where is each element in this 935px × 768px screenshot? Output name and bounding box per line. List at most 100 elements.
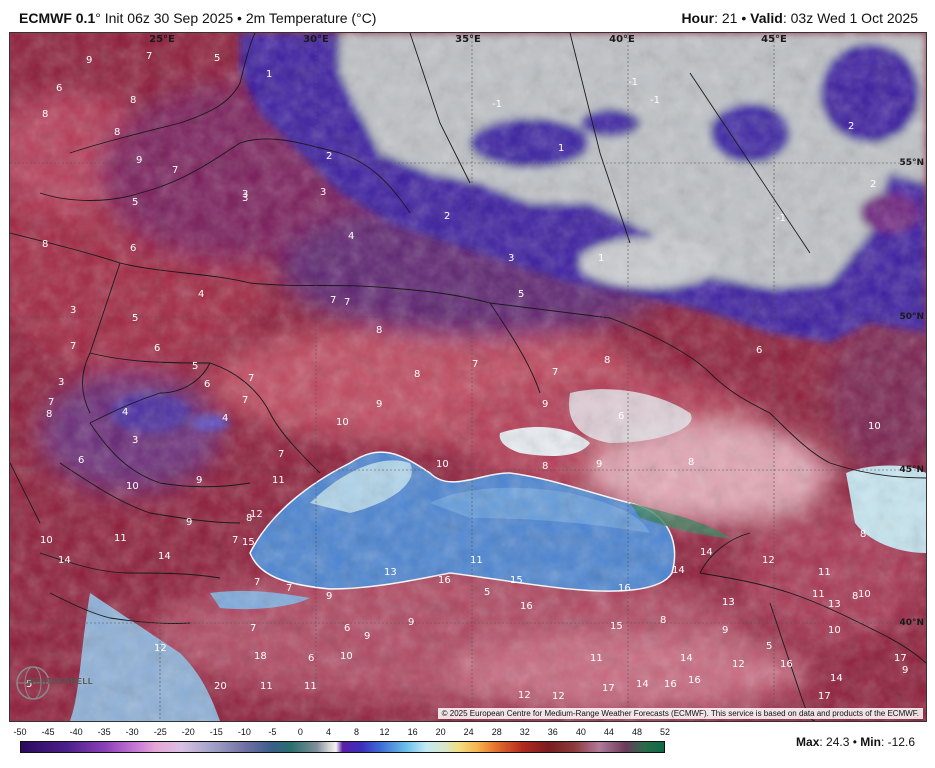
temperature-value: 6 bbox=[204, 379, 210, 390]
temperature-value: 3 bbox=[242, 189, 248, 200]
temperature-value: 9 bbox=[86, 55, 92, 66]
colorbar-tick: 40 bbox=[575, 727, 586, 737]
temperature-value: 8 bbox=[42, 239, 48, 250]
colorbar-tick: -5 bbox=[268, 727, 277, 737]
temperature-value: 7 bbox=[472, 359, 478, 370]
temperature-value: 8 bbox=[604, 355, 610, 366]
temperature-value: 7 bbox=[242, 395, 248, 406]
temperature-value: 8 bbox=[46, 409, 52, 420]
max-label: Max bbox=[796, 735, 820, 749]
temperature-value: 12 bbox=[250, 509, 263, 520]
temperature-value: 5 bbox=[518, 289, 524, 300]
colorbar-tick: 44 bbox=[603, 727, 614, 737]
temperature-value: 9 bbox=[376, 399, 382, 410]
temperature-value: 16 bbox=[780, 659, 793, 670]
colorbar-tick: -50 bbox=[13, 727, 27, 737]
temperature-value: 7 bbox=[254, 577, 260, 588]
temperature-value: 10 bbox=[858, 589, 871, 600]
temperature-value: 13 bbox=[384, 567, 397, 578]
hour-value: : 21 • bbox=[714, 10, 747, 26]
temperature-value: 7 bbox=[250, 623, 256, 634]
temperature-value: 9 bbox=[542, 399, 548, 410]
temperature-value: 2 bbox=[326, 151, 332, 162]
texture-overlay bbox=[10, 33, 926, 721]
temperature-value: 9 bbox=[136, 155, 142, 166]
temperature-value: 14 bbox=[58, 555, 71, 566]
temperature-value: 7 bbox=[172, 165, 178, 176]
temperature-value: 18 bbox=[254, 651, 267, 662]
temperature-value: 12 bbox=[732, 659, 745, 670]
colorbar-tick: -20 bbox=[181, 727, 195, 737]
temperature-value: 9 bbox=[902, 665, 908, 676]
latitude-label: 40°N bbox=[899, 618, 924, 628]
map-canvas: 25°E 30°E 35°E 40°E 45°E 55°N 50°N 45°N 40°N 9 7… bbox=[10, 33, 926, 721]
colorbar: -50 -45 -40 -35 -30 -25 -20 -15 -10 -5 0 4 8 12 16 20 24… bbox=[0, 722, 935, 768]
logo-globe-icon bbox=[16, 666, 50, 700]
temperature-value: 10 bbox=[828, 625, 841, 636]
temperature-value: 7 bbox=[286, 583, 292, 594]
colorbar-tick: 8 bbox=[354, 727, 360, 737]
temperature-value: 11 bbox=[590, 653, 603, 664]
colorbar-tick: 48 bbox=[631, 727, 642, 737]
temperature-value: 7 bbox=[552, 367, 558, 378]
temperature-value: 8 bbox=[688, 457, 694, 468]
temperature-value: 12 bbox=[154, 643, 167, 654]
temperature-value: 10 bbox=[436, 459, 449, 470]
longitude-label: 45°E bbox=[761, 34, 787, 45]
temperature-map: 25°E 30°E 35°E 40°E 45°E 55°N 50°N 45°N 40°N 9 7… bbox=[9, 32, 927, 722]
temperature-value: 3 bbox=[508, 253, 514, 264]
init-description: Init 06z 30 Sep 2025 • 2m Temperature (°… bbox=[100, 10, 377, 26]
temperature-value: 2 bbox=[870, 179, 876, 190]
valid-label: Valid bbox=[750, 10, 783, 26]
temperature-value: 12 bbox=[518, 690, 531, 701]
temperature-value: 6 bbox=[154, 343, 160, 354]
temperature-value: -1 bbox=[628, 77, 638, 88]
colorbar-tick: 12 bbox=[379, 727, 390, 737]
temperature-value: 5 bbox=[26, 679, 32, 690]
colorbar-ticks: -50 -45 -40 -35 -30 -25 -20 -15 -10 -5 0 4 8 12 16 20 24… bbox=[0, 727, 700, 739]
temperature-value: 5 bbox=[484, 587, 490, 598]
temperature-value: 17 bbox=[818, 691, 831, 702]
temperature-value: 9 bbox=[364, 631, 370, 642]
temperature-value: 7 bbox=[344, 297, 350, 308]
temperature-value: 14 bbox=[636, 679, 649, 690]
temperature-value: 8 bbox=[376, 325, 382, 336]
temperature-value: 10 bbox=[336, 417, 349, 428]
temperature-value: 2 bbox=[848, 121, 854, 132]
map-header: ECMWF 0.1° Init 06z 30 Sep 2025 • 2m Tem… bbox=[0, 0, 935, 32]
temperature-value: 7 bbox=[48, 397, 54, 408]
temperature-value: 16 bbox=[688, 675, 701, 686]
graticule bbox=[10, 33, 926, 721]
temperature-value: 12 bbox=[552, 691, 565, 702]
max-min-readout: Max: 24.3 • Min: -12.6 bbox=[796, 735, 915, 749]
temperature-value: 16 bbox=[520, 601, 533, 612]
temperature-value: 7 bbox=[278, 449, 284, 460]
temperature-value: 7 bbox=[146, 51, 152, 62]
colorbar-tick: 24 bbox=[463, 727, 474, 737]
temperature-value: -1 bbox=[650, 95, 660, 106]
temperature-value: 17 bbox=[602, 683, 615, 694]
temperature-value: 11 bbox=[304, 681, 317, 692]
temperature-value: 9 bbox=[186, 517, 192, 528]
colorbar-tick: -35 bbox=[97, 727, 111, 737]
colorbar-tick: 52 bbox=[659, 727, 671, 737]
weatherbell-logo: WEATHERBELL bbox=[13, 665, 97, 701]
temperature-value: 10 bbox=[340, 651, 353, 662]
temperature-value: 3 bbox=[58, 377, 64, 388]
temperature-value: 14 bbox=[680, 653, 693, 664]
valid-time: Hour: 21 • Valid: 03z Wed 1 Oct 2025 bbox=[681, 10, 918, 26]
colorbar-tick: -25 bbox=[153, 727, 167, 737]
temperature-value: 6 bbox=[618, 411, 624, 422]
longitude-label: 30°E bbox=[303, 34, 329, 45]
temperature-value: 14 bbox=[158, 551, 171, 562]
temperature-value: 8 bbox=[860, 529, 866, 540]
temperature-value: 11 bbox=[812, 589, 825, 600]
colorbar-tick: 28 bbox=[491, 727, 502, 737]
colorbar-tick: 32 bbox=[519, 727, 530, 737]
temperature-value: 11 bbox=[818, 567, 831, 578]
temperature-value: 10 bbox=[126, 481, 139, 492]
chart-title: ECMWF 0.1° Init 06z 30 Sep 2025 • 2m Tem… bbox=[19, 10, 376, 26]
temperature-value: 9 bbox=[408, 617, 414, 628]
colorbar-tick: -10 bbox=[237, 727, 251, 737]
temperature-value: 3 bbox=[70, 305, 76, 316]
